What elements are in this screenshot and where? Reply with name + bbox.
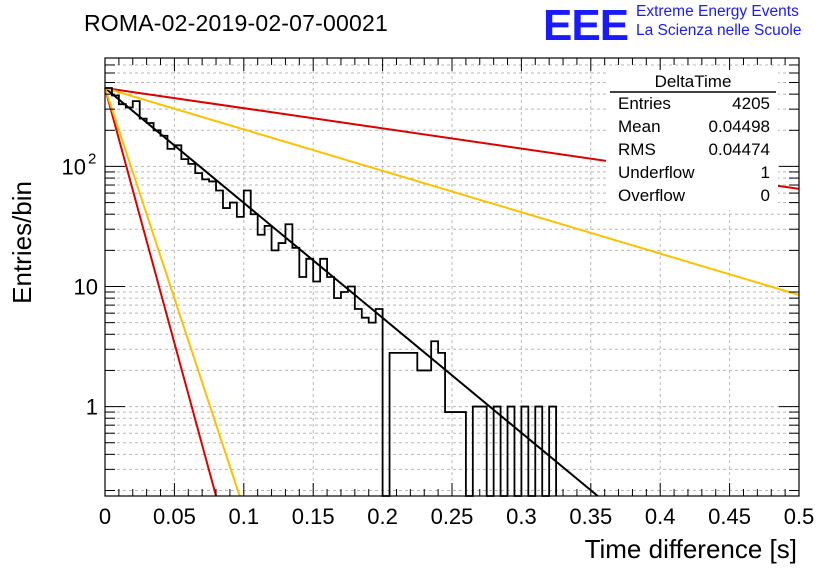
stat-label: Entries <box>618 94 671 113</box>
x-tick-label: 0.35 <box>569 504 612 529</box>
fit-curve <box>104 87 599 497</box>
x-tick-label: 0.4 <box>645 504 676 529</box>
x-tick-labels: 0 0.05 0.1 0.15 0.2 0.25 0.3 0.35 0.4 0.45 0.5 <box>99 504 814 529</box>
stat-label: RMS <box>618 140 656 159</box>
stats-box-title: DeltaTime <box>655 72 732 91</box>
stats-box-rows: Entries 4205 Mean 0.04498 RMS 0.04474 Underflo… <box>618 94 770 205</box>
y-axis-title: Entries/bin <box>7 181 37 304</box>
run-title: ROMA-02-2019-02-07-00021 <box>84 10 388 36</box>
stat-label: Mean <box>618 117 661 136</box>
y-tick-exponent: 2 <box>88 150 96 167</box>
x-axis-title: Time difference [s] <box>585 534 797 564</box>
stat-label: Underflow <box>618 163 695 182</box>
x-tick-label: 0.25 <box>431 504 474 529</box>
stat-value: 0 <box>761 186 770 205</box>
x-tick-label: 0.3 <box>506 504 537 529</box>
fit-curve <box>104 87 241 497</box>
axis-ticks <box>104 57 800 496</box>
stat-value: 4205 <box>732 94 770 113</box>
org-name: Extreme Energy Events <box>636 3 799 20</box>
x-tick-label: 0.5 <box>784 504 815 529</box>
stats-box: DeltaTime Entries 4205 Mean 0.04498 RMS 0.044… <box>606 70 778 210</box>
stat-label: Overflow <box>618 186 686 205</box>
stat-value: 1 <box>761 163 770 182</box>
x-tick-label: 0.1 <box>229 504 260 529</box>
fit-curve <box>104 87 800 296</box>
stat-value: 0.04498 <box>709 117 770 136</box>
x-tick-label: 0.2 <box>367 504 398 529</box>
stats-box-background <box>606 70 778 210</box>
x-tick-label: 0.15 <box>292 504 335 529</box>
x-tick-label: 0.05 <box>153 504 196 529</box>
x-tick-label: 0.45 <box>708 504 751 529</box>
eee-logo: EEE <box>543 1 629 50</box>
stat-value: 0.04474 <box>709 140 770 159</box>
y-tick-label: 10 <box>74 275 98 300</box>
y-tick-label: 10 <box>62 154 86 179</box>
histogram-outline <box>105 87 557 497</box>
y-tick-label: 1 <box>86 395 98 420</box>
fit-curve <box>104 87 218 497</box>
org-subtitle: La Scienza nelle Scuole <box>636 22 802 39</box>
x-tick-label: 0 <box>99 504 111 529</box>
